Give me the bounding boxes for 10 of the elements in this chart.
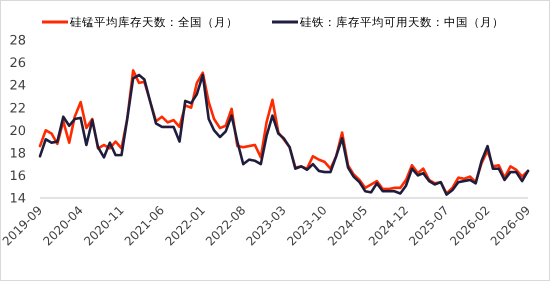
y-tick-label: 26 (9, 56, 26, 72)
legend-label: 硅铁：库存平均可用天数：中国（月） (299, 15, 504, 30)
y-tick-label: 22 (9, 101, 26, 116)
legend-label: 硅锰平均库存天数：全国（月） (69, 15, 238, 30)
y-tick-label: 28 (9, 34, 26, 49)
y-tick-label: 14 (9, 192, 26, 207)
y-tick-label: 24 (9, 78, 26, 94)
y-tick-label: 20 (9, 124, 26, 139)
y-tick-label: 18 (9, 146, 26, 162)
y-tick-label: 16 (9, 168, 26, 184)
